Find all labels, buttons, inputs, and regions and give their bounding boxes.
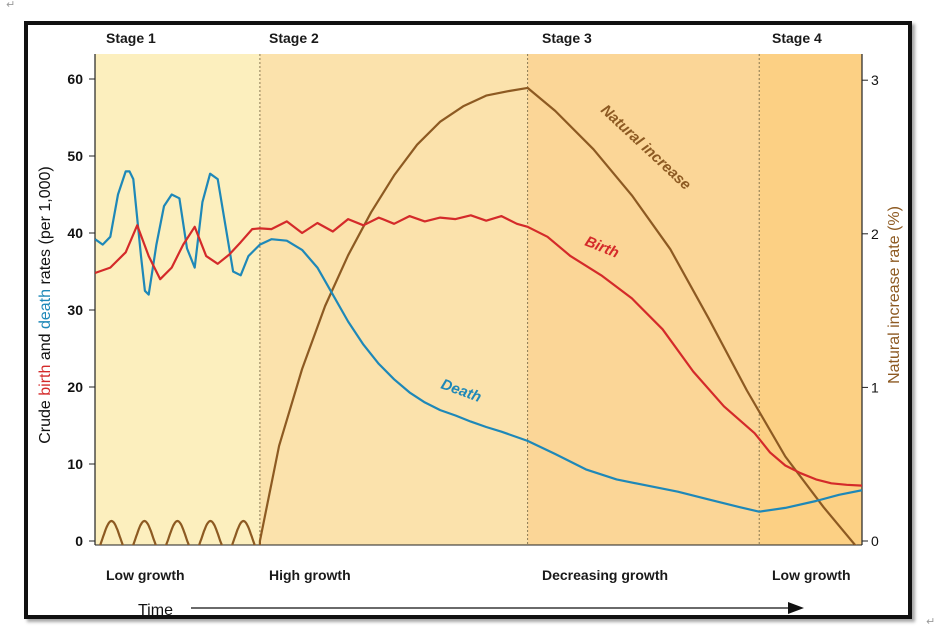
left-axis-title-suffix: rates (per 1,000) — [37, 166, 54, 289]
natural-increase-line — [98, 86, 857, 545]
chart-frame: 0 10 20 30 40 50 60 0 1 2 3 Stage 1 Low growth Stage… — [24, 21, 912, 619]
stage-title-3: Stage 3 — [542, 30, 592, 46]
return-mark-bottom-right: ↵ — [926, 615, 936, 628]
stage-title-4: Stage 4 — [772, 30, 822, 46]
death-rate-line — [95, 170, 862, 513]
left-tick-label: 40 — [67, 225, 83, 241]
stage-title-1: Stage 1 — [106, 30, 156, 46]
stage-band-3 — [527, 54, 760, 545]
left-tick-label: 20 — [67, 379, 83, 395]
right-tick-label: 3 — [871, 72, 879, 88]
left-axis-title-middle: and — [37, 329, 54, 365]
stage-growth-label-4: Low growth — [772, 567, 851, 583]
left-axis-title-birth: birth — [37, 365, 54, 396]
return-mark-top-left: ↵ — [6, 0, 16, 11]
left-axis-title: Crude birth and death rates (per 1,000) — [37, 166, 54, 444]
time-axis-label: Time — [138, 602, 173, 615]
stage-band-2 — [259, 54, 528, 545]
demographic-transition-chart: 0 10 20 30 40 50 60 0 1 2 3 Stage 1 Low growth Stage… — [37, 30, 903, 615]
stage-band-4 — [759, 54, 862, 545]
stage-title-2: Stage 2 — [269, 30, 319, 46]
birth-rate-line — [95, 214, 862, 487]
left-tick-label: 0 — [75, 533, 83, 549]
right-tick-label: 0 — [871, 533, 879, 549]
right-tick-label: 1 — [871, 379, 879, 395]
left-axis-title-prefix: Crude — [37, 396, 54, 444]
left-axis-title-death: death — [37, 289, 54, 329]
time-arrow-head — [788, 602, 804, 614]
left-tick-label: 50 — [67, 148, 83, 164]
stage-band-1 — [95, 54, 260, 545]
stage-growth-label-1: Low growth — [106, 567, 185, 583]
stage-growth-label-2: High growth — [269, 567, 351, 583]
right-tick-label: 2 — [871, 226, 879, 242]
stage-growth-label-3: Decreasing growth — [542, 567, 668, 583]
left-tick-label: 30 — [67, 302, 83, 318]
right-axis-title: Natural increase rate (%) — [886, 206, 903, 384]
left-tick-label: 60 — [67, 71, 83, 87]
left-tick-label: 10 — [67, 456, 83, 472]
